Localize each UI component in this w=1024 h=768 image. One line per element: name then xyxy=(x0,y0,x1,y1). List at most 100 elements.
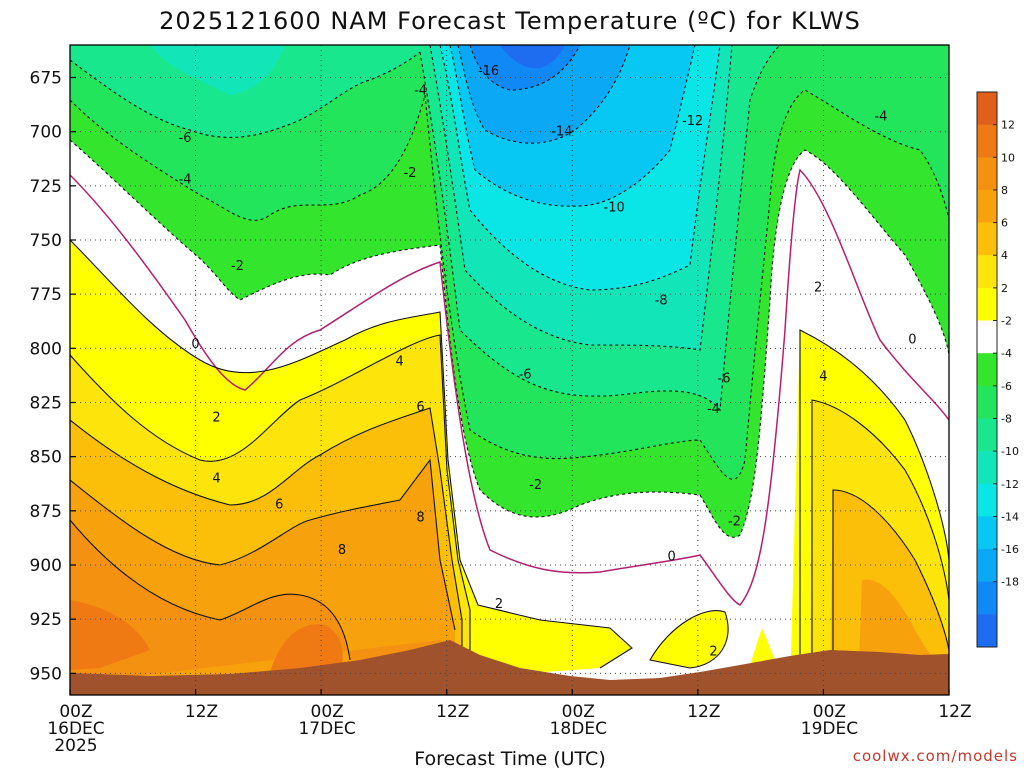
colorbar-label: -8 xyxy=(1001,412,1012,425)
contour-label: 4 xyxy=(395,354,403,369)
contour-label: 0 xyxy=(908,333,916,348)
x-tick-label: 00Z xyxy=(311,702,344,722)
colorbar-label: -6 xyxy=(1001,380,1012,393)
colorbar-label: -16 xyxy=(1001,543,1019,556)
x-tick-label: 00Z xyxy=(59,702,92,722)
y-tick-label: 675 xyxy=(30,69,62,89)
colorbar-bin xyxy=(977,124,997,158)
colorbar-bin xyxy=(977,222,997,256)
y-tick-label: 750 xyxy=(30,231,62,251)
x-tick-label: 12Z xyxy=(436,702,469,722)
contour-label: -6 xyxy=(718,372,731,387)
contour-label: 2 xyxy=(212,411,220,426)
fill-above-12 xyxy=(70,600,150,670)
colorbar-label: -18 xyxy=(1001,576,1019,589)
colorbar: 12 10 8 6 4 2 -2 -4 -6 -8 -10 -12 -14 -16 -18 xyxy=(976,91,1019,648)
colorbar-bin xyxy=(977,516,997,550)
contour-label: -2 xyxy=(231,259,244,274)
x-tick-label: 00Z xyxy=(562,702,595,722)
contour-label: 8 xyxy=(416,510,424,525)
x-tick-label: 16DEC xyxy=(47,719,104,739)
plot-frame xyxy=(69,44,950,696)
colorbar-bin xyxy=(977,418,997,452)
colorbar-bin xyxy=(977,614,997,648)
contour-label: -8 xyxy=(655,294,668,309)
contour-label: 0 xyxy=(668,549,676,564)
colorbar-label: 6 xyxy=(1001,217,1008,230)
contour-label: -16 xyxy=(478,64,499,79)
y-axis: 675 700 725 750 775 800 825 850 875 900 925 950 xyxy=(30,69,76,684)
contour-label: 6 xyxy=(275,497,283,512)
colorbar-label: 10 xyxy=(1001,151,1015,164)
colorbar-label: -2 xyxy=(1001,315,1012,328)
contour-label: -2 xyxy=(404,166,417,181)
colorbar-bin xyxy=(977,581,997,615)
colorbar-bin xyxy=(977,255,997,289)
contour-label: -4 xyxy=(179,172,192,187)
fill-below-m18 xyxy=(500,45,565,69)
x-tick-label: 12Z xyxy=(938,702,971,722)
contour-label: 0 xyxy=(191,337,199,352)
contour-label: -10 xyxy=(604,201,625,216)
colorbar-label: -12 xyxy=(1001,478,1019,491)
colorbar-bin xyxy=(977,451,997,485)
colorbar-bin xyxy=(977,92,997,126)
fill-above-12b xyxy=(270,624,343,672)
y-tick-label: 800 xyxy=(30,339,62,359)
contour-label: -6 xyxy=(519,367,532,382)
y-tick-label: 725 xyxy=(30,177,62,197)
colorbar-label: -4 xyxy=(1001,347,1012,360)
y-tick-label: 775 xyxy=(30,285,62,305)
colorbar-frame xyxy=(976,91,998,648)
colorbar-bin xyxy=(977,157,997,191)
x-tick-label: 12Z xyxy=(185,702,218,722)
contour-label: 4 xyxy=(819,370,827,385)
y-tick-label: 850 xyxy=(30,448,62,468)
contour-label: -4 xyxy=(414,84,427,99)
contour-label: -2 xyxy=(529,478,542,493)
colorbar-bin xyxy=(977,320,997,354)
contour-label: 2 xyxy=(814,281,822,296)
colorbar-label: -10 xyxy=(1001,445,1019,458)
gridlines xyxy=(70,45,949,695)
contour-label: 8 xyxy=(338,543,346,558)
contour-field xyxy=(70,45,949,695)
credit-text: coolwx.com/models xyxy=(853,747,1018,765)
y-tick-label: 875 xyxy=(30,502,62,522)
contour-label: -4 xyxy=(707,402,720,417)
contour-label: -12 xyxy=(682,114,703,129)
contour-label: -14 xyxy=(551,125,572,140)
y-tick-label: 925 xyxy=(30,610,62,630)
contour-label: 6 xyxy=(416,400,424,415)
colorbar-label: 4 xyxy=(1001,249,1008,262)
colorbar-bin xyxy=(977,483,997,517)
colorbar-bin xyxy=(977,353,997,387)
x-tick-label: 19DEC xyxy=(801,719,858,739)
colorbar-label: 12 xyxy=(1001,119,1015,132)
x-tick-label: 17DEC xyxy=(298,719,355,739)
x-tick-label: 12Z xyxy=(687,702,720,722)
y-tick-label: 825 xyxy=(30,394,62,414)
colorbar-bin xyxy=(977,287,997,321)
contour-label: 4 xyxy=(212,471,220,486)
y-tick-label: 950 xyxy=(30,664,62,684)
zero-contours xyxy=(70,168,949,606)
fill-above-2-pocket2 xyxy=(750,628,775,665)
x-axis-label: Forecast Time (UTC) xyxy=(414,748,605,768)
x-tick-label: 2025 xyxy=(54,736,97,756)
chart-title: 2025121600 NAM Forecast Temperature (ºC)… xyxy=(159,7,861,35)
colorbar-label: 8 xyxy=(1001,184,1008,197)
colorbar-label: -14 xyxy=(1001,510,1019,523)
y-tick-label: 900 xyxy=(30,556,62,576)
contour-label: 2 xyxy=(495,597,503,612)
y-tick-label: 700 xyxy=(30,123,62,143)
colorbar-label: 2 xyxy=(1001,282,1008,295)
contour-labels: -16 -14 -12 -10 -8 -6 -6 -4 -2 -2 0 2 2 -4 -2 -6 -4 -2 0 2 4… xyxy=(179,64,917,660)
colorbar-bin xyxy=(977,385,997,419)
negative-contours xyxy=(70,45,949,538)
x-tick-label: 00Z xyxy=(813,702,846,722)
contour-label: -4 xyxy=(874,110,887,125)
contour-label: -6 xyxy=(179,131,192,146)
